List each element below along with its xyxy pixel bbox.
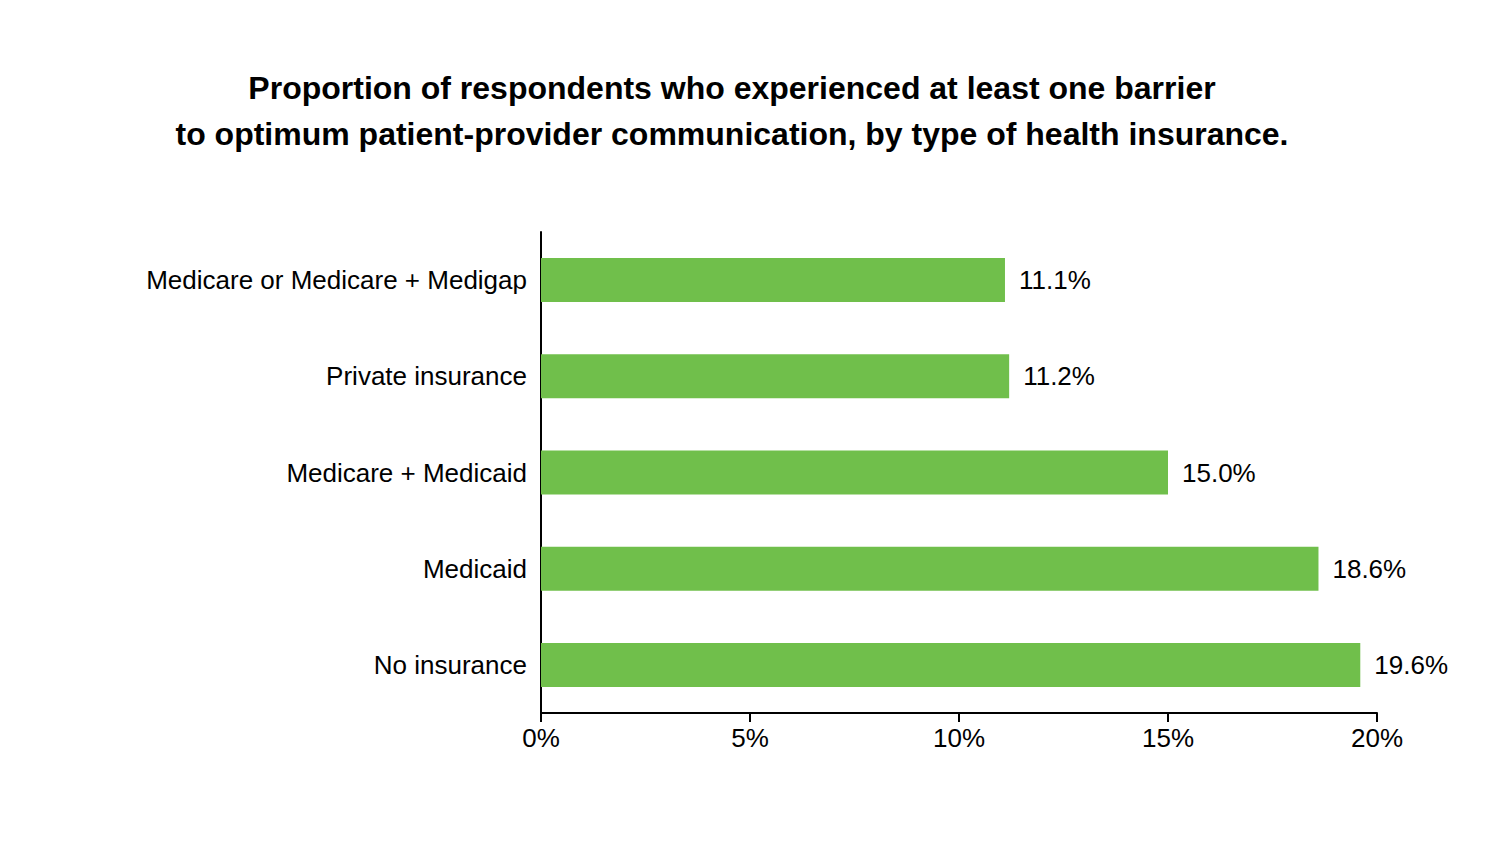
svg-text:0%: 0% <box>522 723 560 753</box>
svg-text:11.2%: 11.2% <box>1023 361 1095 391</box>
svg-text:11.1%: 11.1% <box>1019 265 1091 295</box>
svg-text:10%: 10% <box>933 723 985 753</box>
svg-text:18.6%: 18.6% <box>1332 554 1406 584</box>
svg-text:15%: 15% <box>1142 723 1194 753</box>
svg-text:Medicaid: Medicaid <box>423 554 527 584</box>
svg-text:Medicare or Medicare + Medigap: Medicare or Medicare + Medigap <box>146 265 527 295</box>
svg-text:Medicare + Medicaid: Medicare + Medicaid <box>286 458 527 488</box>
svg-text:Proportion of respondents who: Proportion of respondents who experience… <box>248 70 1215 106</box>
svg-text:5%: 5% <box>731 723 769 753</box>
svg-text:Private insurance: Private insurance <box>326 361 527 391</box>
svg-text:20%: 20% <box>1351 723 1403 753</box>
svg-text:19.6%: 19.6% <box>1374 650 1448 680</box>
svg-text:to optimum patient-provider co: to optimum patient-provider communicatio… <box>176 116 1289 152</box>
svg-text:15.0%: 15.0% <box>1182 458 1256 488</box>
svg-text:No insurance: No insurance <box>374 650 527 680</box>
